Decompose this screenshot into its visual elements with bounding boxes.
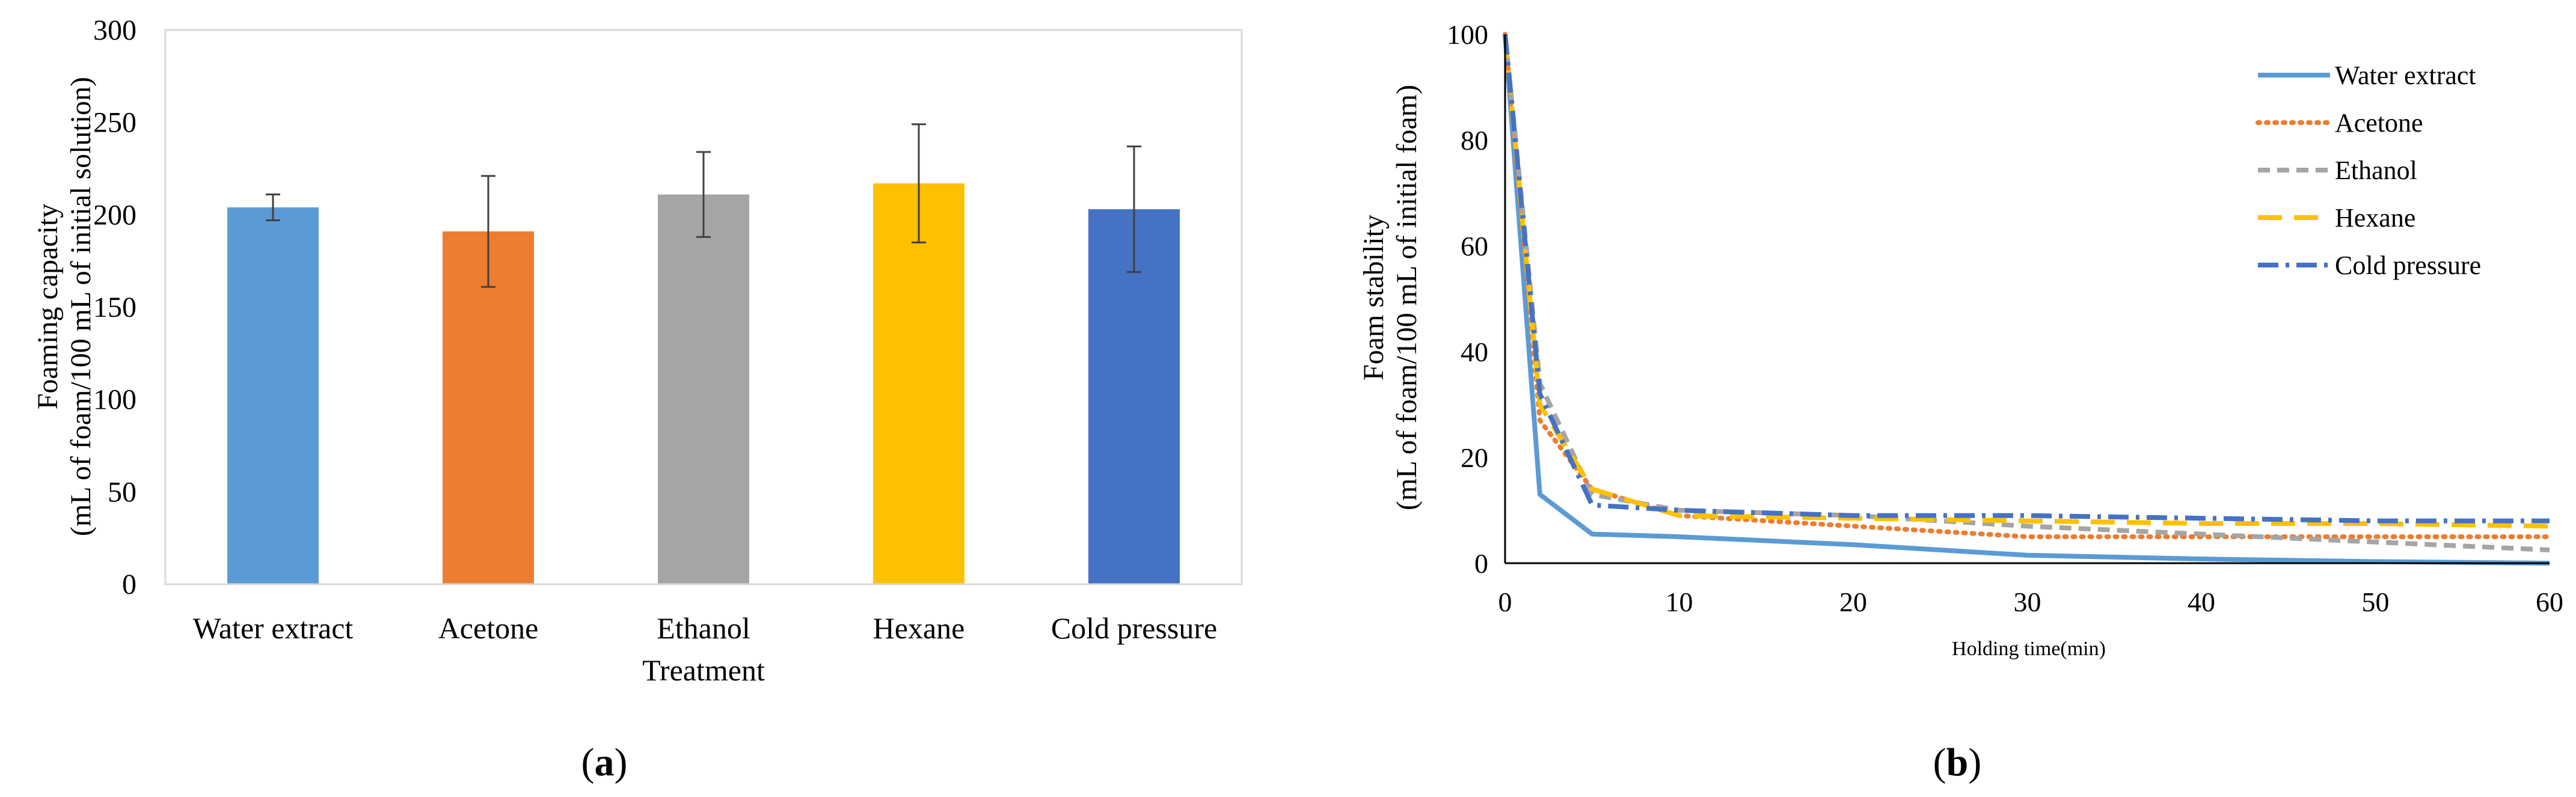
y-tick-label: 60 xyxy=(1461,231,1488,261)
x-tick-label: Acetone xyxy=(438,611,539,645)
bar xyxy=(443,231,534,584)
panel-label-b: (b) xyxy=(1933,741,1982,784)
legend-label: Ethanol xyxy=(2335,156,2417,185)
bar xyxy=(227,207,319,584)
y-tick-label: 100 xyxy=(93,384,136,416)
y-tick-label: 300 xyxy=(93,14,136,46)
x-axis-title: Holding time(min) xyxy=(1952,638,2106,660)
x-tick-label: 30 xyxy=(2014,587,2041,617)
y-axis-title-line2: (mL of foam/100 mL of initial solution) xyxy=(65,77,97,536)
x-axis-title: Treatment xyxy=(642,653,765,687)
x-tick-label: 20 xyxy=(1839,587,1867,617)
x-tick-label: 50 xyxy=(2362,587,2390,617)
y-tick-label: 150 xyxy=(93,292,136,323)
y-tick-label: 0 xyxy=(1474,548,1488,579)
x-tick-label: 0 xyxy=(1498,587,1512,617)
panel-label-a: (a) xyxy=(581,741,628,784)
x-tick-label: 40 xyxy=(2188,587,2215,617)
y-tick-label: 80 xyxy=(1461,125,1488,156)
series-line xyxy=(1503,32,2552,539)
legend: Water extract Acetone Ethanol Hexane Cold pr… xyxy=(2256,61,2481,280)
y-tick-labels: 0 50 100 150 200 250 300 xyxy=(93,14,136,600)
y-axis-title-line1: Foam stability xyxy=(1358,215,1390,380)
bar xyxy=(873,183,964,584)
y-tick-label: 250 xyxy=(93,107,136,139)
y-tick-label: 50 xyxy=(108,476,136,508)
x-tick-label: Ethanol xyxy=(657,611,750,645)
x-tick-label: 10 xyxy=(1666,587,1693,617)
panel-label-a-letter: a xyxy=(595,741,615,784)
y-tick-labels: 0 20 40 60 80 100 xyxy=(1447,19,1488,579)
error-bars xyxy=(266,123,1141,288)
y-tick-label: 100 xyxy=(1447,19,1488,50)
series-lines xyxy=(1503,32,2552,566)
series-line xyxy=(1503,34,2550,524)
x-tick-labels: 0 10 20 30 40 50 60 xyxy=(1498,587,2564,617)
legend-label: Acetone xyxy=(2335,108,2423,138)
x-tick-labels: Water extract Acetone Ethanol Hexane Cold pr… xyxy=(193,611,1217,645)
bars xyxy=(227,183,1180,584)
legend-label: Water extract xyxy=(2335,61,2476,90)
legend-label: Hexane xyxy=(2335,203,2415,233)
series-line xyxy=(1503,34,2550,566)
bar xyxy=(658,194,749,584)
y-tick-label: 20 xyxy=(1461,442,1488,473)
x-tick-label: Water extract xyxy=(193,611,354,645)
y-axis-title-line2: (mL of foam/100 mL of initial foam) xyxy=(1391,85,1423,510)
panel-label-b-letter: b xyxy=(1946,741,1969,784)
y-tick-label: 0 xyxy=(122,569,136,600)
panel-a-bar-chart: 0 50 100 150 200 250 300 Water extract Acetone E… xyxy=(32,14,1243,687)
legend-label: Cold pressure xyxy=(2335,251,2481,280)
y-axis-title-line1: Foaming capacity xyxy=(32,204,64,410)
y-tick-label: 200 xyxy=(93,199,136,231)
x-tick-label: Hexane xyxy=(873,611,965,645)
panel-b-line-chart: 0 20 40 60 80 100 0 10 20 30 40 50 60 Water extract… xyxy=(1358,19,2563,660)
y-tick-label: 40 xyxy=(1461,337,1488,367)
x-tick-label: 60 xyxy=(2536,587,2563,617)
x-tick-label: Cold pressure xyxy=(1051,611,1217,645)
